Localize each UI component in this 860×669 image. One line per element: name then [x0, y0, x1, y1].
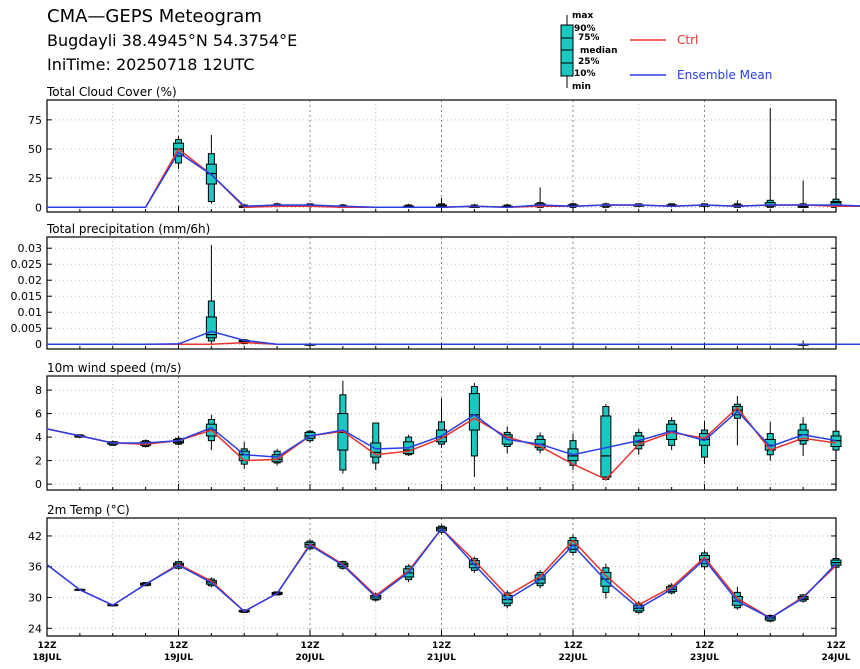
- y-tick-label: 2: [35, 455, 42, 468]
- y-tick-label: 0: [35, 478, 42, 491]
- x-tick-label-date: 23JUL: [690, 653, 719, 663]
- legend-mean-label: Ensemble Mean: [677, 68, 772, 82]
- x-axis-labels: 12Z 18JUL 12Z 19JUL 12Z 20JUL 12Z 21JUL 12Z 22JUL…: [33, 641, 851, 663]
- x-tick-label-date: 20JUL: [296, 653, 325, 663]
- legend-box-label: 75%: [578, 33, 600, 43]
- y-tick-label: 0: [35, 338, 42, 351]
- box-p25-p75: [370, 442, 382, 458]
- legend-box-label: 10%: [574, 69, 596, 79]
- header: CMA—GEPS Meteogram Bugdayli 38.4945°N 54…: [0, 0, 860, 95]
- y-tick-label: 0.005: [11, 322, 43, 335]
- ctrl-series-line: [47, 147, 860, 209]
- ensemble-mean-series-line: [47, 151, 860, 209]
- x-tick-label-hour: 12Z: [563, 641, 583, 651]
- legend-ctrl-label: Ctrl: [677, 33, 698, 47]
- panel-title: Total precipitation (mm/6h): [46, 222, 210, 236]
- y-tick-label: 25: [28, 172, 42, 185]
- x-tick-label-date: 19JUL: [164, 653, 193, 663]
- x-tick-label-date: 22JUL: [559, 653, 588, 663]
- x-tick-label-hour: 12Z: [169, 641, 189, 651]
- y-tick-label: 6: [35, 408, 42, 421]
- legend-box-label: 90%: [574, 24, 596, 34]
- boxes: [74, 380, 842, 481]
- y-tick-label: 36: [28, 561, 42, 574]
- y-tick-label: 0.015: [11, 290, 43, 303]
- panel-title: Total Cloud Cover (%): [46, 85, 177, 99]
- y-tick-label: 75: [28, 114, 42, 127]
- ensemble-mean-series-line: [46, 410, 837, 458]
- box-p25-p75: [468, 393, 480, 431]
- y-tick-label: 30: [28, 592, 42, 605]
- x-tick-label-date: 24JUL: [822, 653, 851, 663]
- boxes: [74, 524, 842, 623]
- y-tick-label: 50: [28, 143, 42, 156]
- y-tick-label: 0.025: [11, 258, 43, 271]
- legend-box-label: median: [580, 46, 618, 56]
- y-tick-label: 0.02: [18, 274, 43, 287]
- x-tick-label-hour: 12Z: [37, 641, 57, 651]
- panel-title: 10m wind speed (m/s): [47, 361, 181, 375]
- panel-3: 10m wind speed (m/s) 0 2 4 6 8: [35, 361, 842, 491]
- panel-2: Total precipitation (mm/6h) 0 0.005 0.01 0.0…: [11, 222, 860, 351]
- panel-4: 2m Temp (°C) 24 30 36 42: [28, 503, 842, 637]
- legend-box-label: 25%: [578, 57, 600, 67]
- y-tick-label: 8: [35, 384, 42, 397]
- x-tick-label-hour: 12Z: [826, 641, 846, 651]
- legend-box-label: max: [572, 11, 593, 21]
- y-tick-label: 24: [28, 622, 42, 635]
- ensemble-mean-series-line: [47, 330, 860, 345]
- x-tick-label-hour: 12Z: [300, 641, 320, 651]
- y-tick-label: 0.01: [18, 306, 43, 319]
- ensemble-mean-series-line: [46, 527, 837, 619]
- x-tick-label-date: 18JUL: [33, 653, 62, 663]
- x-tick-label-date: 21JUL: [427, 653, 456, 663]
- location-line: Bugdayli 38.4945°N 54.3754°E: [47, 31, 298, 50]
- meteogram-title: CMA—GEPS Meteogram: [47, 6, 262, 27]
- y-tick-label: 42: [28, 530, 42, 543]
- y-tick-label: 0: [35, 201, 42, 214]
- legend-box-label: min: [572, 82, 591, 92]
- init-time-line: IniTime: 20250718 12UTC: [47, 55, 255, 74]
- box-p25-p75: [205, 316, 217, 339]
- x-tick-label-hour: 12Z: [432, 641, 452, 651]
- y-tick-label: 0.03: [18, 242, 43, 255]
- panel-1: Total Cloud Cover (%) 0 25 50 75: [28, 85, 860, 214]
- y-tick-label: 4: [35, 431, 42, 444]
- box-p25-p75: [271, 454, 283, 463]
- boxes: [205, 245, 809, 346]
- x-tick-label-hour: 12Z: [695, 641, 715, 651]
- panel-title: 2m Temp (°C): [47, 503, 130, 517]
